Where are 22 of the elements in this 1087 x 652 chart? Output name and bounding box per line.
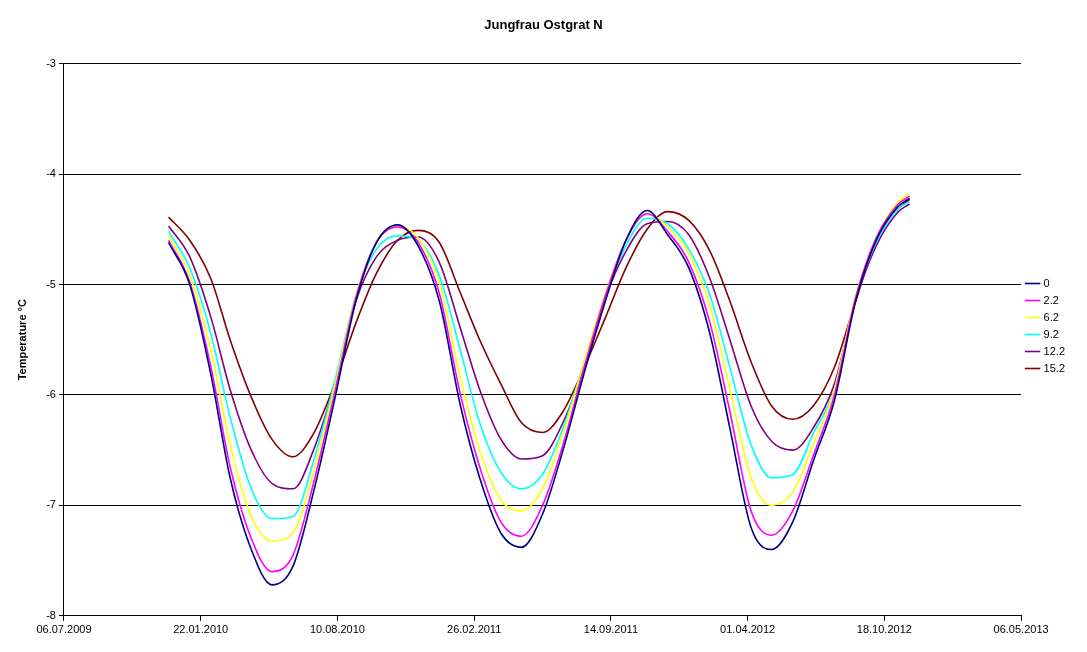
x-tick-label: 10.08.2010: [309, 623, 365, 636]
x-tick-label: 01.04.2012: [720, 623, 776, 636]
x-tick-label: 26.02.2011: [447, 623, 502, 636]
legend-label: 2.2: [1043, 293, 1059, 306]
y-tick-label: -4: [46, 167, 56, 180]
y-tick-label: -7: [46, 498, 56, 511]
y-axis-title: Temperature °C: [15, 299, 28, 381]
y-tick-label: -8: [46, 608, 56, 621]
y-tick-label: -3: [46, 56, 56, 69]
legend-label: 6.2: [1043, 310, 1059, 323]
legend-label: 0: [1043, 276, 1050, 289]
x-tick-label: 14.09.2011: [583, 623, 639, 636]
y-tick-label: -5: [46, 277, 56, 290]
x-tick-label: 22.01.2010: [173, 623, 229, 636]
x-tick-label: 18.10.2012: [856, 623, 912, 636]
y-tick-label: -6: [46, 387, 56, 400]
x-tick-label: 06.05.2013: [993, 623, 1049, 636]
legend-label: 15.2: [1043, 361, 1066, 374]
legend-label: 9.2: [1043, 327, 1059, 340]
chart-title: Jungfrau Ostgrat N: [484, 17, 603, 33]
x-tick-label: 06.07.2009: [36, 623, 92, 636]
legend-label: 12.2: [1043, 344, 1066, 357]
